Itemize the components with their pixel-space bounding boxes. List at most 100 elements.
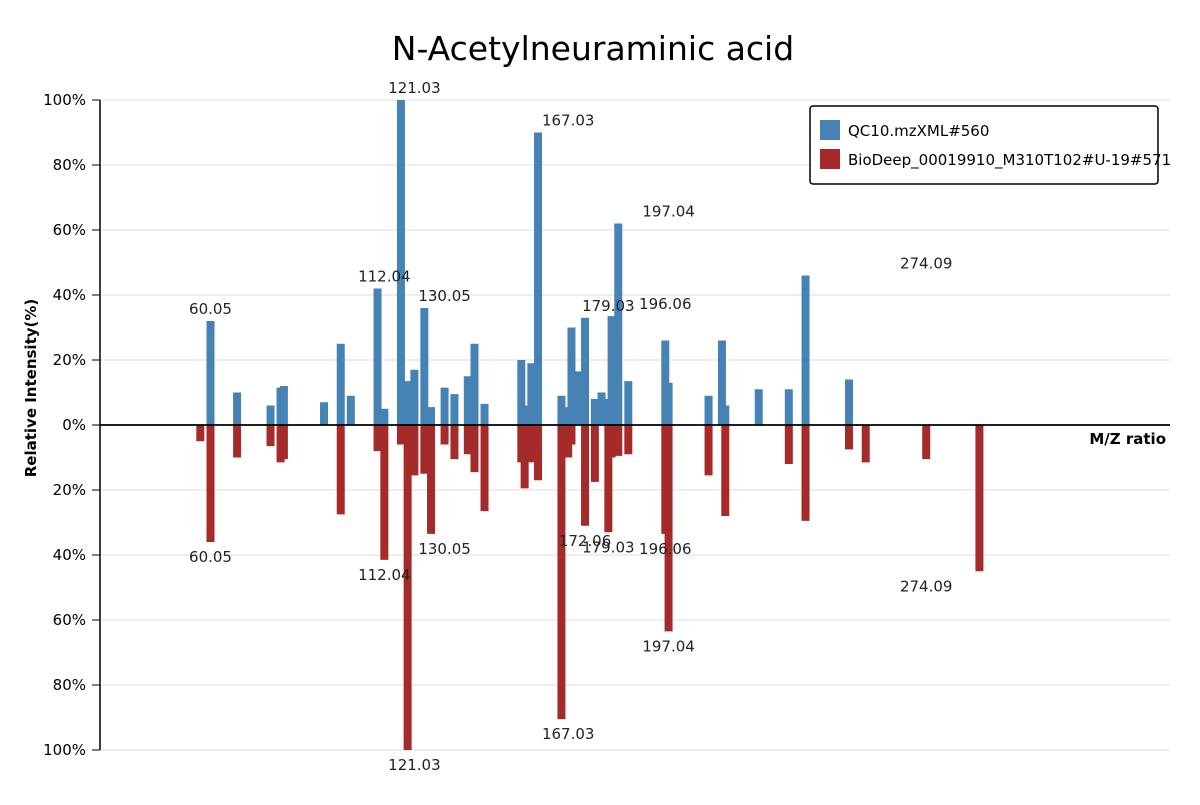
query-peak-bar [574,371,583,425]
reference-peak-label: 179.03 [582,538,635,556]
reference-peak-bar [624,425,633,455]
reference-peak-bar [410,425,419,476]
reference-peak-bar [557,425,566,720]
reference-peak-bar [279,425,288,460]
y-tick-label: 20% [53,481,86,499]
reference-peak-bar [427,425,436,534]
x-axis-title: M/Z ratio [1089,430,1166,448]
query-peak-label: 60.05 [189,300,232,318]
query-peak-label: 274.09 [900,255,953,273]
y-tick-label: 80% [53,156,86,174]
y-tick-label: 0% [62,416,86,434]
legend-label-query: QC10.mzXML#560 [848,122,989,140]
query-peak-bar [704,395,713,425]
reference-peak-label: 121.03 [388,756,441,774]
y-tick-label: 40% [53,286,86,304]
reference-peak-bar [440,425,449,445]
reference-peak-bar [614,425,623,456]
reference-peak-label: 196.06 [639,540,692,558]
chart-title: N-Acetylneuraminic acid [392,29,794,68]
reference-peak-bar [975,425,984,572]
query-peak-label: 179.03 [582,297,635,315]
reference-peak-bar [590,425,599,482]
reference-peak-bar [784,425,793,464]
reference-peak-bar [196,425,205,442]
query-peak-bar [590,399,599,425]
reference-peak-label: 130.05 [418,540,471,558]
query-peak-label: 197.04 [642,203,695,221]
reference-peak-label: 167.03 [542,725,595,743]
legend-label-reference: BioDeep_00019910_M310T102#U-19#571 [848,151,1171,170]
reference-peak-bar [373,425,382,451]
reference-peak-bar [463,425,472,455]
query-peak-bar [517,360,526,425]
query-peak-bar [440,387,449,425]
reference-peak-label: 172.06 [559,532,612,550]
reference-peak-bar [604,425,613,533]
reference-peak-bar [861,425,870,463]
query-peak-bar [597,392,606,425]
query-peak-bar [380,408,389,425]
query-peak-bar [567,327,576,425]
query-peak-bar [801,275,810,425]
reference-peak-bar [527,425,536,463]
reference-peak-bar [922,425,931,460]
query-peak-bar [403,381,412,425]
y-tick-label: 60% [53,611,86,629]
reference-peak-bar [607,425,616,458]
y-tick-labels: 100% 80% 60% 40% 20% 0% 20% 40% 60% 80% 100% [43,91,100,759]
query-peak-bar [717,340,726,425]
reference-peak-bar [704,425,713,476]
query-peak-bar [450,394,459,425]
query-peak-bar [206,321,215,425]
query-peak-bar [463,376,472,425]
reference-peak-bar [336,425,345,515]
reference-peak-bar [581,425,590,526]
query-peak-bar [845,379,853,425]
y-tick-label: 20% [53,351,86,369]
reference-peak-bar [233,425,242,458]
query-peak-bar [470,343,479,425]
query-peak-bar [664,382,673,425]
reference-peak-bar [470,425,479,473]
query-peak-bar [614,223,623,425]
reference-peak-bar [664,425,673,632]
reference-peak-bar [520,425,529,489]
query-peak-bar [410,369,419,425]
reference-peak-bar [801,425,810,521]
legend: QC10.mzXML#560 BioDeep_00019910_M310T102… [809,105,1171,185]
query-peak-label: 130.05 [418,287,471,305]
reference-peak-bar [567,425,576,445]
query-peak-bar [266,405,275,425]
y-tick-label: 80% [53,676,86,694]
y-axis-title: Relative Intensity(%) [22,299,40,478]
query-peak-bar [624,381,633,425]
query-peak-bar [427,407,436,425]
y-tick-label: 60% [53,221,86,239]
query-peak-bar [420,308,429,425]
query-peak-bar [607,316,616,425]
query-peak-bar [233,392,242,425]
y-tick-label: 40% [53,546,86,564]
query-peak-bar [784,389,793,425]
legend-box [809,105,1159,185]
query-peak-bar [320,402,329,425]
y-tick-label: 100% [43,741,86,759]
reference-peak-bar [845,425,853,450]
reference-peak-label: 274.09 [900,577,953,595]
query-peak-label: 121.03 [388,79,441,97]
reference-peak-bar [403,425,412,750]
y-tick-label: 100% [43,91,86,109]
query-peak-label: 167.03 [542,112,595,130]
grid-layer [100,99,1170,751]
query-peak-bar [754,389,763,425]
reference-peak-bar [206,425,215,542]
query-peak-label: 112.04 [358,268,411,286]
reference-peak-bar [396,425,405,445]
query-peak-label: 196.06 [639,295,692,313]
legend-swatch-query [820,120,840,140]
reference-peak-label: 197.04 [642,637,695,655]
